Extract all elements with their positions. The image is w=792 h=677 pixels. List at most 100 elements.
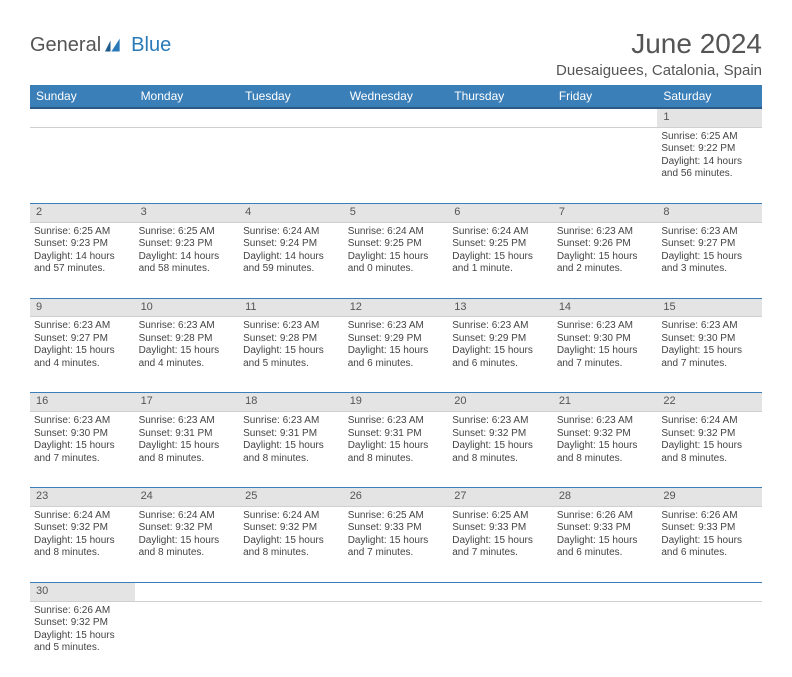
sunset-label: Sunset: 9:28 PM [139,333,236,346]
day-number-cell: 4 [239,203,344,222]
day-number-cell: 29 [657,488,762,507]
sunrise-label: Sunrise: 6:23 AM [34,415,131,428]
day-number-cell: 6 [448,203,553,222]
daylight-label: and 56 minutes. [661,168,758,181]
weekday-header: Monday [135,85,240,108]
day-cell [239,601,344,677]
day-number-cell: 19 [344,393,449,412]
daylight-label: Daylight: 15 hours [661,345,758,358]
sunrise-label: Sunrise: 6:23 AM [139,415,236,428]
sunset-label: Sunset: 9:30 PM [34,428,131,441]
daylight-label: Daylight: 15 hours [557,251,654,264]
day-number-cell: 20 [448,393,553,412]
daylight-label: Daylight: 15 hours [557,345,654,358]
sunset-label: Sunset: 9:29 PM [452,333,549,346]
daylight-label: Daylight: 15 hours [139,535,236,548]
day-number-cell [448,582,553,601]
location-label: Duesaiguees, Catalonia, Spain [556,62,762,79]
day-cell: Sunrise: 6:23 AMSunset: 9:32 PMDaylight:… [448,412,553,488]
daylight-label: and 8 minutes. [34,547,131,560]
sunset-label: Sunset: 9:25 PM [348,238,445,251]
title-block: June 2024 Duesaiguees, Catalonia, Spain [556,28,762,79]
sunset-label: Sunset: 9:31 PM [139,428,236,441]
day-number-cell: 12 [344,298,449,317]
day-cell [30,127,135,203]
weekday-header: Saturday [657,85,762,108]
sunset-label: Sunset: 9:23 PM [139,238,236,251]
daylight-label: and 7 minutes. [557,358,654,371]
sunrise-label: Sunrise: 6:23 AM [243,415,340,428]
day-cell: Sunrise: 6:24 AMSunset: 9:32 PMDaylight:… [30,506,135,582]
page-title: June 2024 [556,28,762,60]
sunrise-label: Sunrise: 6:23 AM [452,320,549,333]
sunset-label: Sunset: 9:32 PM [34,617,131,630]
day-cell: Sunrise: 6:26 AMSunset: 9:33 PMDaylight:… [553,506,658,582]
day-number-cell: 30 [30,582,135,601]
daylight-label: and 4 minutes. [34,358,131,371]
logo-text-blue: Blue [131,34,171,57]
day-cell: Sunrise: 6:23 AMSunset: 9:30 PMDaylight:… [553,317,658,393]
day-number-cell [448,108,553,127]
daylight-label: and 58 minutes. [139,263,236,276]
sunrise-label: Sunrise: 6:26 AM [34,605,131,618]
day-cell [553,601,658,677]
weekday-header-row: SundayMondayTuesdayWednesdayThursdayFrid… [30,85,762,108]
sunset-label: Sunset: 9:30 PM [661,333,758,346]
day-cell: Sunrise: 6:23 AMSunset: 9:30 PMDaylight:… [30,412,135,488]
sunset-label: Sunset: 9:31 PM [348,428,445,441]
day-number-cell: 17 [135,393,240,412]
logo-text-general: General [30,34,101,57]
sunset-label: Sunset: 9:22 PM [661,143,758,156]
daynum-row: 9101112131415 [30,298,762,317]
sunset-label: Sunset: 9:27 PM [34,333,131,346]
daylight-label: and 8 minutes. [139,453,236,466]
daylight-label: Daylight: 15 hours [34,630,131,643]
daylight-label: Daylight: 15 hours [452,535,549,548]
day-cell: Sunrise: 6:24 AMSunset: 9:25 PMDaylight:… [344,222,449,298]
daylight-label: and 1 minute. [452,263,549,276]
daylight-label: Daylight: 15 hours [661,535,758,548]
day-number-cell: 2 [30,203,135,222]
sunrise-label: Sunrise: 6:25 AM [452,510,549,523]
day-cell: Sunrise: 6:23 AMSunset: 9:27 PMDaylight:… [657,222,762,298]
daylight-label: and 57 minutes. [34,263,131,276]
sunset-label: Sunset: 9:33 PM [557,522,654,535]
day-cell: Sunrise: 6:25 AMSunset: 9:22 PMDaylight:… [657,127,762,203]
day-number-cell: 9 [30,298,135,317]
sunrise-label: Sunrise: 6:25 AM [661,131,758,144]
daylight-label: Daylight: 15 hours [348,440,445,453]
daylight-label: Daylight: 15 hours [452,440,549,453]
day-cell [448,601,553,677]
daylight-label: and 5 minutes. [243,358,340,371]
daylight-label: and 6 minutes. [661,547,758,560]
weekday-header: Sunday [30,85,135,108]
sunrise-label: Sunrise: 6:23 AM [243,320,340,333]
sunset-label: Sunset: 9:26 PM [557,238,654,251]
sunset-label: Sunset: 9:29 PM [348,333,445,346]
sunrise-label: Sunrise: 6:24 AM [34,510,131,523]
sunset-label: Sunset: 9:25 PM [452,238,549,251]
calendar-table: SundayMondayTuesdayWednesdayThursdayFrid… [30,85,762,677]
day-cell [344,601,449,677]
daylight-label: Daylight: 15 hours [34,440,131,453]
day-number-cell [239,582,344,601]
daylight-label: Daylight: 15 hours [243,535,340,548]
day-number-cell [553,108,658,127]
sunrise-label: Sunrise: 6:23 AM [348,415,445,428]
daylight-label: Daylight: 14 hours [34,251,131,264]
day-number-cell [135,582,240,601]
week-row: Sunrise: 6:24 AMSunset: 9:32 PMDaylight:… [30,506,762,582]
day-number-cell [553,582,658,601]
day-number-cell: 22 [657,393,762,412]
day-number-cell: 25 [239,488,344,507]
sunrise-label: Sunrise: 6:23 AM [34,320,131,333]
day-cell: Sunrise: 6:23 AMSunset: 9:30 PMDaylight:… [657,317,762,393]
sunrise-label: Sunrise: 6:24 AM [243,226,340,239]
daylight-label: Daylight: 14 hours [661,156,758,169]
day-cell: Sunrise: 6:23 AMSunset: 9:28 PMDaylight:… [239,317,344,393]
day-cell: Sunrise: 6:26 AMSunset: 9:33 PMDaylight:… [657,506,762,582]
day-cell: Sunrise: 6:23 AMSunset: 9:31 PMDaylight:… [135,412,240,488]
daylight-label: and 8 minutes. [661,453,758,466]
day-cell [135,601,240,677]
daylight-label: and 8 minutes. [348,453,445,466]
